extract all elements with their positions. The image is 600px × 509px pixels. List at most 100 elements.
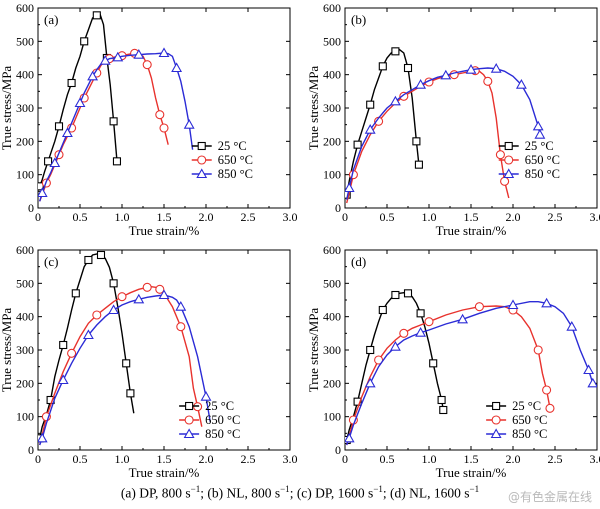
legend-entry: 850 °C — [486, 427, 547, 441]
y-axis-label: True stress/MPa — [306, 308, 321, 393]
data-point-triangle — [87, 70, 99, 81]
caption-part: ; (d) NL, 1600 s — [382, 485, 470, 501]
x-tick-label: 2.0 — [506, 452, 521, 466]
series-line — [346, 305, 551, 446]
legend-entry: 650 °C — [179, 413, 240, 427]
data-point-square — [84, 255, 93, 265]
data-point-triangle — [507, 299, 519, 310]
data-point-circle — [142, 282, 152, 292]
data-point-triangle — [541, 297, 553, 308]
series-line — [39, 294, 211, 446]
y-tick-label: 100 — [323, 168, 341, 182]
data-point-triangle — [112, 51, 124, 62]
y-tick-label: 200 — [323, 376, 341, 390]
data-point-circle — [142, 60, 152, 70]
data-point-square — [67, 78, 76, 88]
legend-entry: 25 °C — [498, 139, 554, 153]
y-axis-label: True stress/MPa — [0, 66, 14, 151]
data-point-triangle — [534, 129, 546, 139]
legend-entry: 25 °C — [179, 399, 234, 413]
data-point-triangle — [515, 79, 527, 89]
data-point-circle — [491, 415, 501, 425]
legend-label: 850 °C — [218, 167, 253, 181]
caption-part: ; (c) DP, 1600 s — [289, 485, 374, 501]
y-tick-label: 300 — [16, 101, 34, 115]
x-tick-label: 1.5 — [464, 452, 479, 466]
y-tick-label: 500 — [16, 276, 34, 290]
data-point-triangle — [74, 97, 86, 108]
y-tick-label: 600 — [323, 1, 341, 15]
panel-label: (b) — [351, 12, 366, 27]
data-point-triangle — [364, 124, 376, 134]
y-tick-label: 200 — [16, 134, 34, 148]
data-point-triangle — [38, 432, 48, 443]
series-group — [345, 297, 597, 446]
data-point-square — [109, 279, 118, 288]
figure-caption: (a) DP, 800 s−1; (b) NL, 800 s−1; (c) DP… — [0, 484, 600, 502]
series-line — [39, 253, 135, 439]
x-tick-label: 1.5 — [157, 452, 172, 466]
caption-sup: −1 — [190, 484, 201, 494]
data-point-triangle — [566, 321, 578, 331]
data-point-square — [80, 37, 89, 46]
data-point-triangle — [364, 377, 376, 388]
data-point-square — [54, 122, 64, 131]
data-point-square — [353, 140, 362, 149]
data-point-triangle — [133, 293, 145, 304]
data-point-triangle — [171, 62, 183, 73]
x-tick-label: 0 — [342, 452, 348, 466]
y-tick-label: 300 — [323, 343, 341, 357]
panel-label: (c) — [44, 254, 58, 269]
legend-entry: 650 °C — [486, 413, 547, 427]
data-point-triangle — [99, 55, 111, 65]
data-point-circle — [504, 155, 514, 165]
legend-label: 650 °C — [218, 153, 253, 167]
x-axis-label: True strain/% — [436, 465, 507, 480]
x-tick-label: 3.0 — [283, 452, 298, 466]
data-point-triangle — [61, 127, 73, 138]
y-tick-label: 0 — [28, 201, 34, 215]
data-point-circle — [176, 322, 186, 332]
y-tick-label: 100 — [16, 168, 34, 182]
data-point-square — [96, 250, 106, 260]
data-point-triangle — [389, 95, 401, 106]
data-point-circle — [197, 155, 207, 165]
data-point-circle — [545, 403, 555, 413]
data-point-circle — [92, 310, 102, 320]
x-tick-label: 0.5 — [380, 210, 395, 224]
legend-label: 25 °C — [512, 399, 541, 413]
x-tick-label: 2.0 — [199, 452, 214, 466]
x-tick-label: 1.5 — [157, 210, 172, 224]
x-tick-label: 2.5 — [548, 452, 563, 466]
y-tick-label: 500 — [16, 34, 34, 48]
figure-canvas: 0 0.5 1.0 1.5 2.0 2.5 3.0 0 100 200 300 400 500 600 Tr… — [0, 1, 600, 480]
data-point-square — [412, 137, 421, 146]
x-axis-label: True strain/% — [129, 223, 200, 238]
data-point-circle — [533, 345, 543, 355]
chart-panel: 0 0.5 1.0 1.5 2.0 2.5 3.0 0 100 200 300 400 500 600 Tr… — [306, 243, 600, 480]
data-point-circle — [159, 123, 169, 133]
y-tick-label: 400 — [323, 68, 341, 82]
x-tick-label: 1.5 — [464, 210, 479, 224]
y-tick-label: 600 — [16, 1, 34, 15]
legend-label: 850 °C — [205, 427, 240, 441]
data-point-circle — [474, 302, 484, 312]
series-group — [38, 250, 135, 443]
y-tick-label: 100 — [323, 410, 341, 424]
x-tick-label: 2.5 — [241, 210, 256, 224]
caption-sup: −1 — [469, 484, 480, 494]
data-point-circle — [424, 317, 434, 327]
y-tick-label: 500 — [323, 34, 341, 48]
data-point-square — [439, 405, 448, 415]
series-line — [39, 13, 118, 187]
data-point-square — [59, 340, 68, 350]
series-group — [345, 63, 546, 200]
panel-label: (d) — [351, 254, 366, 269]
y-axis-label: True stress/MPa — [0, 308, 14, 393]
legend-entry: 650 °C — [498, 153, 560, 167]
x-tick-label: 1.0 — [422, 452, 437, 466]
data-point-circle — [399, 91, 409, 101]
series-line — [346, 69, 510, 204]
data-point-square — [92, 11, 101, 20]
x-tick-label: 0 — [35, 210, 41, 224]
